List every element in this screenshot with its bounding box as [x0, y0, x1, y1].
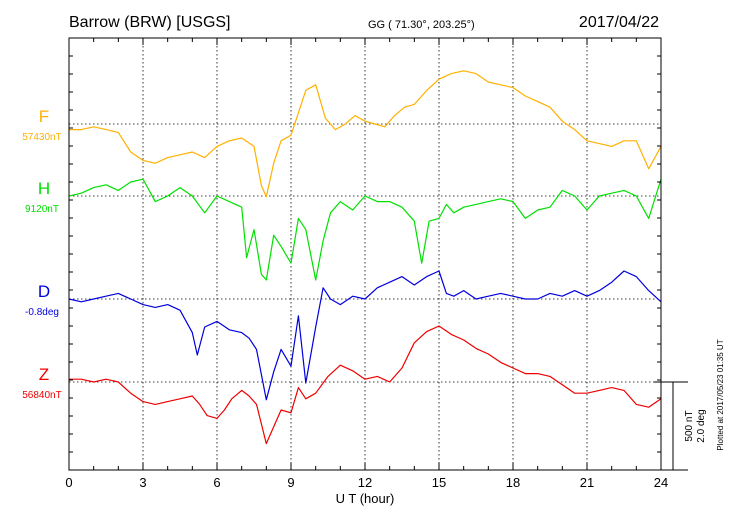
- x-tick-labels: 0 3 6 9 12 15 18 21 24: [65, 475, 668, 490]
- series-baseline-D: -0.8deg: [25, 307, 59, 318]
- series-labels: F 57430nT H 9120nT D -0.8deg Z 56840nT: [22, 107, 61, 401]
- trace-F: [69, 70, 662, 198]
- station-title: Barrow (BRW) [USGS]: [69, 14, 231, 31]
- x-tick-label-3: 3: [139, 475, 146, 490]
- x-tick-label-6: 6: [213, 475, 220, 490]
- scale-bar: 500 nT 2.0 deg: [654, 381, 707, 471]
- x-tick-label-12: 12: [358, 475, 372, 490]
- coordinates-label: GG ( 71.30°, 203.25°): [368, 19, 475, 31]
- x-axis-label: U T (hour): [336, 491, 395, 506]
- scale-nt-label: 500 nT: [684, 410, 695, 441]
- series-letter-H: H: [38, 179, 50, 198]
- scale-deg-label: 2.0 deg: [696, 409, 707, 442]
- series-letter-D: D: [38, 282, 50, 301]
- x-tick-label-24: 24: [654, 475, 668, 490]
- grid-lines: [69, 38, 661, 470]
- x-tick-label-0: 0: [65, 475, 72, 490]
- series-letter-F: F: [39, 107, 49, 126]
- x-tick-label-21: 21: [580, 475, 594, 490]
- x-tick-label-9: 9: [287, 475, 294, 490]
- series-baseline-H: 9120nT: [25, 204, 59, 215]
- traces: [68, 70, 662, 445]
- series-baseline-Z: 56840nT: [22, 390, 61, 401]
- trace-D: [68, 270, 662, 401]
- x-tick-label-18: 18: [506, 475, 520, 490]
- series-baseline-F: 57430nT: [22, 132, 61, 143]
- x-tick-label-15: 15: [432, 475, 446, 490]
- date-label: 2017/04/22: [579, 14, 659, 31]
- trace-H: [68, 178, 662, 281]
- plotted-timestamp: Plotted at 2017/05/23 01:35 UT: [716, 339, 725, 450]
- trace-Z: [69, 325, 662, 445]
- series-letter-Z: Z: [39, 365, 49, 384]
- axis-ticks: [68, 38, 662, 470]
